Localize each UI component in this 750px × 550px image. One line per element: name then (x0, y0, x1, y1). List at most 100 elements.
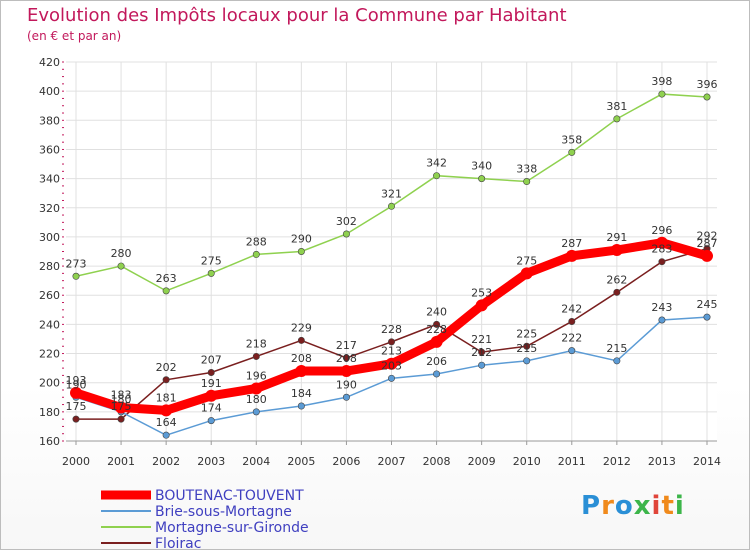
series-lines (70, 90, 713, 439)
data-point-1 (658, 316, 666, 324)
data-point-1 (613, 357, 621, 365)
data-point-2 (478, 175, 486, 183)
data-label-1: 190 (336, 378, 357, 391)
data-label-1: 215 (516, 342, 537, 355)
data-point-1 (342, 393, 350, 401)
data-point-3 (568, 317, 576, 325)
data-point-1 (568, 347, 576, 355)
legend-label-1: Brie-sous-Mortagne (155, 504, 292, 520)
proxiti-logo: Proxiti (581, 491, 685, 521)
data-point-3 (433, 320, 441, 328)
y-tick-label: 300 (39, 231, 60, 244)
data-label-2: 290 (291, 233, 312, 246)
data-point-1 (703, 313, 711, 321)
data-point-0 (701, 249, 713, 262)
x-tick-label: 2011 (558, 455, 586, 468)
y-tick-label: 220 (39, 348, 60, 361)
data-label-2: 342 (426, 157, 447, 170)
data-label-0: 296 (651, 224, 672, 237)
data-label-3: 221 (471, 333, 492, 346)
data-label-0: 291 (606, 231, 627, 244)
data-label-3: 240 (426, 305, 447, 318)
data-point-0 (655, 236, 668, 249)
data-label-3: 228 (381, 323, 402, 336)
y-tick-label: 280 (39, 260, 60, 273)
data-point-0 (475, 299, 488, 312)
x-tick-label: 2002 (152, 455, 180, 468)
x-tick-label: 2009 (468, 455, 496, 468)
data-label-3: 283 (651, 243, 672, 256)
data-label-1: 203 (381, 359, 402, 372)
data-label-0: 275 (516, 254, 537, 267)
logo-letter: r (601, 491, 615, 521)
data-point-0 (70, 386, 82, 399)
data-point-0 (340, 365, 353, 378)
data-point-3 (72, 415, 80, 423)
data-point-0 (520, 267, 533, 280)
chart-subtitle: (en € et par an) (27, 29, 122, 43)
data-label-3: 229 (291, 321, 312, 334)
y-tick-label: 320 (39, 202, 60, 215)
data-point-2 (523, 178, 531, 186)
logo-letter: i (674, 491, 685, 521)
x-tick-label: 2005 (287, 455, 315, 468)
data-point-2 (342, 230, 350, 238)
y-tick-label: 420 (39, 56, 60, 69)
data-label-1: 174 (201, 402, 222, 415)
data-label-3: 202 (156, 361, 177, 374)
data-label-2: 302 (336, 215, 357, 228)
data-point-0 (250, 382, 263, 395)
axes: 160 180 200 220 240 260 280 300 320 340 360 380 400 4… (39, 56, 721, 468)
logo-letter: x (633, 491, 652, 521)
data-point-2 (162, 287, 170, 295)
data-point-1 (162, 431, 170, 439)
x-tick-label: 2003 (197, 455, 225, 468)
data-point-1 (478, 361, 486, 369)
x-tick-label: 2007 (378, 455, 406, 468)
legend: BOUTENAC-TOUVENTBrie-sous-MortagneMortag… (101, 488, 309, 549)
data-label-2: 338 (516, 163, 537, 176)
data-point-2 (433, 172, 441, 180)
data-point-0 (565, 249, 578, 262)
data-point-2 (613, 115, 621, 123)
data-point-1 (207, 417, 215, 425)
x-tick-label: 2014 (693, 455, 721, 468)
data-point-3 (162, 376, 170, 384)
y-tick-label: 200 (39, 377, 60, 390)
data-point-2 (252, 250, 260, 258)
data-point-3 (523, 342, 531, 350)
data-point-2 (568, 148, 576, 156)
logo-letter: P (581, 491, 602, 521)
y-tick-label: 360 (39, 143, 60, 156)
legend-label-3: Floirac (155, 536, 201, 549)
data-point-1 (297, 402, 305, 410)
data-label-0: 253 (471, 286, 492, 299)
data-label-0: 196 (246, 370, 267, 383)
data-label-0: 191 (201, 377, 222, 390)
x-tick-label: 2000 (62, 455, 90, 468)
data-point-2 (297, 248, 305, 256)
data-point-2 (117, 262, 125, 270)
data-point-3 (387, 338, 395, 346)
chart-title: Evolution des Impôts locaux pour la Comm… (27, 5, 567, 26)
x-tick-label: 2008 (423, 455, 451, 468)
data-point-0 (430, 335, 443, 348)
data-label-3: 218 (246, 337, 267, 350)
data-label-2: 396 (697, 78, 718, 91)
data-point-0 (115, 401, 128, 414)
data-point-1 (433, 370, 441, 378)
data-label-0: 287 (697, 237, 718, 250)
data-point-0 (160, 404, 173, 417)
data-label-0: 183 (111, 388, 132, 401)
data-label-1: 206 (426, 355, 447, 368)
data-point-3 (207, 368, 215, 376)
data-point-3 (478, 348, 486, 356)
data-label-3: 207 (201, 353, 222, 366)
y-tick-label: 260 (39, 289, 60, 302)
logo-letter: o (614, 491, 634, 521)
data-label-2: 273 (66, 257, 87, 270)
data-point-3 (297, 336, 305, 344)
x-tick-label: 2004 (242, 455, 270, 468)
data-label-3: 175 (66, 400, 87, 413)
